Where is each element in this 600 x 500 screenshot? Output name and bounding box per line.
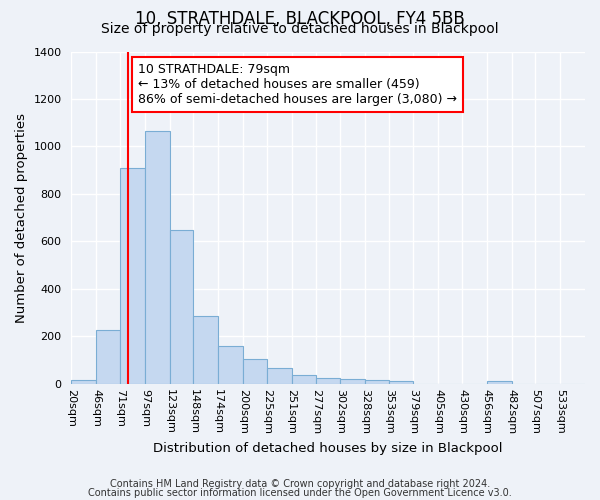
- Text: 10, STRATHDALE, BLACKPOOL, FY4 5BB: 10, STRATHDALE, BLACKPOOL, FY4 5BB: [135, 10, 465, 28]
- Bar: [170, 230, 193, 384]
- Bar: [145, 131, 170, 384]
- Bar: [365, 380, 389, 384]
- Bar: [120, 168, 145, 384]
- Text: Size of property relative to detached houses in Blackpool: Size of property relative to detached ho…: [101, 22, 499, 36]
- Bar: [218, 346, 243, 384]
- Bar: [316, 378, 340, 384]
- Y-axis label: Number of detached properties: Number of detached properties: [15, 112, 28, 322]
- Bar: [389, 382, 413, 384]
- Bar: [292, 376, 316, 384]
- Bar: [193, 316, 218, 384]
- Text: 10 STRATHDALE: 79sqm
← 13% of detached houses are smaller (459)
86% of semi-deta: 10 STRATHDALE: 79sqm ← 13% of detached h…: [138, 63, 457, 106]
- Bar: [96, 330, 120, 384]
- Bar: [267, 368, 292, 384]
- Bar: [71, 380, 96, 384]
- Bar: [243, 359, 267, 384]
- Text: Contains HM Land Registry data © Crown copyright and database right 2024.: Contains HM Land Registry data © Crown c…: [110, 479, 490, 489]
- Text: Contains public sector information licensed under the Open Government Licence v3: Contains public sector information licen…: [88, 488, 512, 498]
- Bar: [340, 379, 365, 384]
- X-axis label: Distribution of detached houses by size in Blackpool: Distribution of detached houses by size …: [154, 442, 503, 455]
- Bar: [487, 382, 512, 384]
